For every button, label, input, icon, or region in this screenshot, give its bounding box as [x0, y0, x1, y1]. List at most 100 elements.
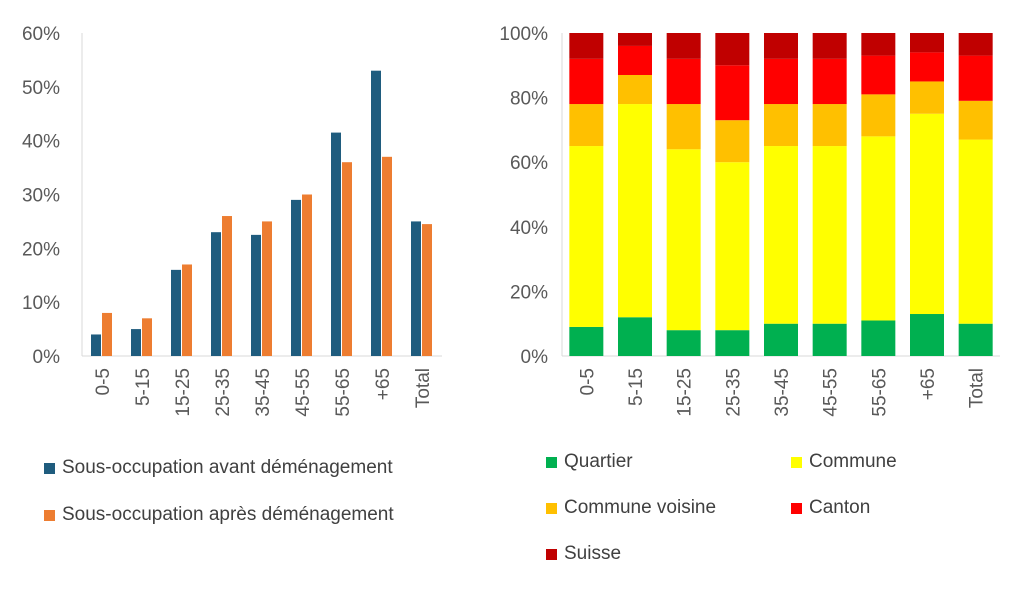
left-y-tick-label: 60%	[22, 24, 60, 45]
right-x-tick-label: 45-55	[821, 368, 842, 417]
right-x-tick-label: 25-35	[723, 368, 744, 417]
legend-label: Sous-occupation avant déménagement	[62, 457, 393, 478]
legend-label: Commune	[809, 451, 897, 472]
legend-item: Sous-occupation avant déménagement	[44, 457, 393, 479]
left-bar	[262, 221, 272, 356]
right-y-tick-label: 80%	[510, 89, 548, 110]
right-stack-segment	[958, 100, 993, 140]
right-y-tick-label: 60%	[510, 153, 548, 174]
right-stack-segment	[618, 45, 652, 75]
right-stack-segment	[764, 104, 798, 147]
left-y-tick-label: 30%	[22, 186, 60, 207]
right-stack-segment	[958, 323, 993, 356]
legend-item: Suisse	[546, 543, 621, 565]
left-y-tick-label: 50%	[22, 78, 60, 99]
right-stack-segment	[715, 65, 750, 121]
right-stack-segment	[910, 52, 944, 82]
left-x-tick-label: 0-5	[93, 368, 114, 395]
right-stack-segment	[764, 33, 798, 59]
right-stack-segment	[910, 33, 944, 53]
left-bar	[182, 264, 192, 356]
right-x-tick-label: 5-15	[626, 368, 647, 406]
right-stack-segment	[764, 323, 798, 356]
legend-label: Quartier	[564, 451, 633, 472]
right-x-tick-label: 0-5	[577, 368, 598, 395]
legend-item: Canton	[791, 497, 870, 519]
legend-item: Commune voisine	[546, 497, 716, 519]
left-bar	[91, 334, 101, 356]
left-x-tick-label: 55-65	[333, 368, 354, 417]
left-bar	[131, 329, 141, 356]
right-stack-segment	[569, 58, 604, 105]
right-stack-segment	[569, 104, 604, 147]
right-stack-segment	[618, 104, 652, 318]
left-bar	[251, 234, 261, 356]
right-stack-segment	[812, 33, 847, 59]
right-stack-segment	[910, 113, 944, 315]
legend-item: Commune	[791, 451, 897, 473]
right-x-tick-label: 35-45	[772, 368, 793, 417]
legend-label: Commune voisine	[564, 497, 717, 518]
right-stack-segment	[569, 146, 604, 327]
legend-item: Sous-occupation après déménagement	[44, 504, 394, 526]
left-x-tick-label: Total	[413, 368, 434, 408]
left-bar	[171, 269, 181, 356]
right-stack-segment	[618, 74, 652, 105]
right-stack-segment	[958, 55, 993, 101]
right-stack-segment	[666, 330, 701, 356]
legend-swatch	[546, 502, 557, 514]
right-stack-segment	[666, 104, 701, 150]
legend-label: Suisse	[564, 543, 622, 564]
right-stack-segment	[666, 33, 701, 59]
right-stack-segment	[861, 320, 896, 356]
left-y-tick-label: 40%	[22, 132, 60, 153]
legend-swatch	[791, 502, 802, 514]
left-bar	[422, 224, 432, 356]
left-y-tick-label: 20%	[22, 239, 60, 260]
legend-swatch	[546, 456, 557, 468]
right-stack-segment	[812, 146, 847, 324]
legend-item: Quartier	[546, 451, 633, 473]
right-stack-segment	[569, 326, 604, 356]
left-bar	[142, 318, 152, 356]
right-stack-segment	[715, 120, 750, 163]
legend-swatch	[791, 456, 802, 468]
right-y-tick-label: 40%	[510, 218, 548, 239]
right-stack-segment	[861, 55, 896, 95]
right-stack-segment	[569, 33, 604, 59]
left-bar	[371, 70, 381, 356]
right-y-tick-label: 20%	[510, 282, 548, 303]
right-stack-segment	[764, 146, 798, 324]
right-stack-segment	[861, 94, 896, 137]
left-bar	[102, 312, 112, 356]
left-y-tick-label: 0%	[33, 347, 61, 368]
left-x-tick-label: 15-25	[173, 368, 194, 417]
left-y-tick-label: 10%	[22, 293, 60, 314]
right-stack-segment	[958, 33, 993, 56]
legend-label: Canton	[809, 497, 871, 518]
right-y-tick-label: 100%	[499, 24, 548, 45]
left-bar	[222, 216, 232, 356]
right-stack-segment	[910, 81, 944, 114]
right-stack-segment	[618, 33, 652, 46]
left-bar	[411, 221, 421, 356]
right-stack-segment	[910, 314, 944, 356]
right-stack-segment	[812, 323, 847, 356]
right-x-tick-label: 55-65	[869, 368, 890, 417]
left-bar	[291, 199, 301, 356]
right-stack-segment	[618, 317, 652, 356]
left-x-tick-label: 35-45	[253, 368, 274, 417]
legend-swatch	[44, 462, 55, 474]
left-bar	[342, 162, 352, 356]
right-stack-segment	[666, 149, 701, 331]
left-bar	[211, 232, 221, 356]
left-x-tick-label: +65	[373, 368, 394, 400]
right-stack-segment	[861, 33, 896, 56]
right-stack-segment	[764, 58, 798, 105]
right-stack-segment	[812, 104, 847, 147]
left-x-tick-label: 25-35	[213, 368, 234, 417]
right-stack-segment	[812, 58, 847, 105]
left-x-tick-label: 45-55	[293, 368, 314, 417]
right-stack-segment	[666, 58, 701, 105]
